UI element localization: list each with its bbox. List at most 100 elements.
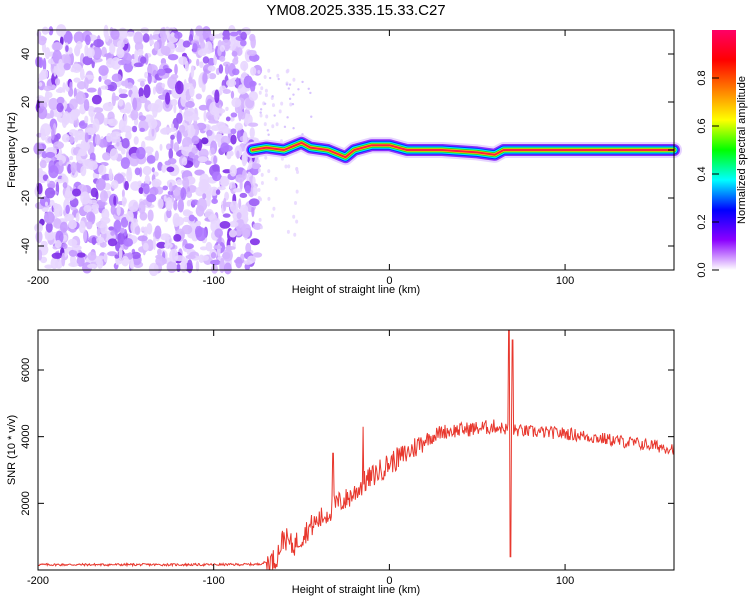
spectrogram-x-tick-label: 0 xyxy=(386,275,392,287)
noise-blob xyxy=(107,251,118,257)
noise-blob xyxy=(65,45,69,53)
colorbar: 0.0 0.2 0.4 0.6 0.8 Normalized spectral ampl… xyxy=(696,30,748,278)
track-scatter xyxy=(263,102,267,105)
noise-blob xyxy=(154,150,159,161)
noise-blob xyxy=(139,127,145,133)
noise-blob xyxy=(248,122,259,127)
noise-blob xyxy=(80,165,87,177)
noise-blob xyxy=(230,128,237,135)
noise-blob xyxy=(38,71,47,81)
snr-x-tick-label: -100 xyxy=(203,575,225,587)
spectrogram-y-tick-label: 20 xyxy=(20,96,32,108)
noise-blob xyxy=(206,193,211,207)
noise-blob xyxy=(37,35,47,46)
noise-blob xyxy=(287,164,291,169)
noise-blob xyxy=(170,136,174,150)
noise-blob xyxy=(165,143,172,151)
track-scatter xyxy=(288,83,292,86)
noise-blob xyxy=(218,64,224,74)
noise-blob xyxy=(292,77,296,82)
spectrogram-x-tick-label: 100 xyxy=(556,275,574,287)
noise-blob xyxy=(111,180,119,190)
noise-blob xyxy=(208,72,217,80)
noise-blob xyxy=(68,129,78,137)
noise-blob xyxy=(258,90,262,95)
spectrogram-x-label: Height of straight line (km) xyxy=(292,284,420,296)
noise-blob xyxy=(53,218,62,229)
noise-blob xyxy=(206,129,213,137)
noise-blob xyxy=(161,164,167,173)
noise-blob xyxy=(219,259,225,274)
noise-blob xyxy=(180,187,187,201)
noise-blob xyxy=(62,82,66,93)
spectrogram-y-label: Frequency (Hz) xyxy=(6,112,18,188)
noise-blob xyxy=(203,110,207,122)
noise-blob xyxy=(196,58,200,67)
noise-blob xyxy=(219,220,231,229)
noise-blob xyxy=(114,254,120,259)
track-scatter xyxy=(267,133,270,136)
noise-blob xyxy=(113,219,122,233)
noise-blob xyxy=(166,166,175,173)
noise-blob xyxy=(183,79,187,93)
noise-blob xyxy=(54,78,61,86)
noise-blob xyxy=(211,171,222,182)
noise-blob xyxy=(240,39,247,47)
noise-blob xyxy=(46,178,50,184)
noise-blob xyxy=(120,157,131,169)
noise-blob xyxy=(116,141,120,147)
colorbar-label: Normalized spectral amplitude xyxy=(736,76,748,224)
track-scatter xyxy=(309,91,312,95)
noise-blob xyxy=(90,112,94,124)
noise-blob xyxy=(96,236,105,244)
noise-blob xyxy=(222,29,231,43)
noise-blob xyxy=(125,130,132,141)
noise-blob xyxy=(265,114,269,119)
noise-blob xyxy=(228,220,239,228)
noise-blob xyxy=(45,151,56,158)
noise-blob xyxy=(69,81,73,91)
noise-blob xyxy=(230,134,237,145)
noise-blob xyxy=(165,197,173,212)
noise-blob xyxy=(225,116,231,122)
noise-blob xyxy=(123,238,134,247)
noise-blob xyxy=(116,40,125,49)
noise-blob xyxy=(91,236,97,246)
noise-blob xyxy=(75,130,86,138)
noise-blob xyxy=(286,229,290,234)
noise-blob xyxy=(44,47,51,60)
snr-y-tick-label: 4000 xyxy=(20,424,32,448)
noise-blob xyxy=(37,167,44,178)
noise-blob xyxy=(71,244,82,251)
noise-blob xyxy=(258,217,262,222)
noise-blob xyxy=(205,241,213,252)
noise-blob xyxy=(107,238,118,247)
noise-blob xyxy=(182,176,190,189)
noise-blob xyxy=(126,82,134,89)
noise-blob xyxy=(110,57,122,70)
noise-blob xyxy=(79,121,85,126)
noise-blob xyxy=(222,89,231,95)
noise-blob xyxy=(87,251,97,261)
noise-blob xyxy=(167,54,179,61)
noise-blob xyxy=(194,169,205,176)
noise-blob xyxy=(161,127,172,135)
noise-blob xyxy=(65,189,69,196)
noise-blob xyxy=(221,39,231,47)
noise-blob xyxy=(121,189,125,198)
noise-blob xyxy=(132,97,138,111)
noise-blob xyxy=(127,252,133,260)
noise-blob xyxy=(42,174,49,181)
noise-blob xyxy=(210,259,222,266)
noise-blob xyxy=(131,125,138,133)
spectrogram-y-ticks: -40 -20 0 20 40 xyxy=(20,48,674,254)
noise-blob xyxy=(102,102,114,112)
noise-blob xyxy=(173,234,182,242)
snr-y-label: SNR (10 * v/v) xyxy=(6,415,18,485)
noise-blob xyxy=(264,88,268,93)
noise-blob xyxy=(104,31,110,43)
noise-blob xyxy=(51,252,63,259)
noise-blob xyxy=(264,155,268,160)
noise-blob xyxy=(271,213,275,218)
noise-blob xyxy=(147,209,154,222)
